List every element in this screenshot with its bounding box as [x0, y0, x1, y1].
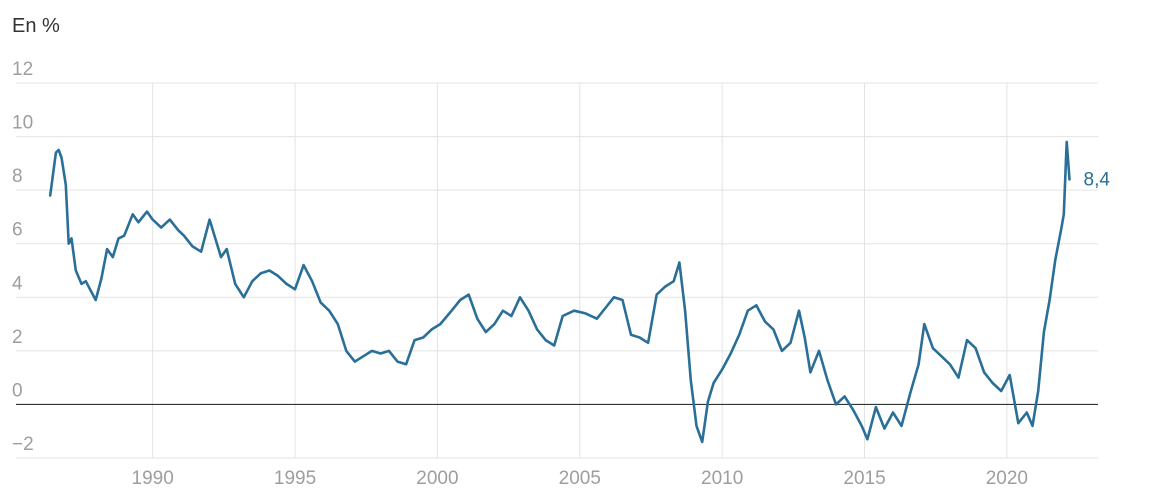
y-axis-ticks: 12 10 8 6 4 2 0 −2: [12, 59, 34, 455]
y-tick-label: 2: [12, 327, 23, 348]
last-value-label: 8,4: [1084, 169, 1111, 190]
y-tick-label: 0: [12, 380, 23, 401]
y-tick-label: 8: [12, 166, 23, 187]
x-tick-label: 2010: [701, 468, 743, 489]
x-tick-label: 2000: [416, 468, 458, 489]
inflation-series-line: [48, 140, 1071, 444]
x-tick-label: 1990: [132, 468, 174, 489]
y-tick-label: 10: [12, 113, 33, 134]
x-axis-ticks: 1990 1995 2000 2005 2010 2015 2020: [132, 468, 1028, 489]
x-tick-label: 2005: [559, 468, 601, 489]
y-axis-unit-label: En %: [12, 15, 60, 37]
x-tick-label: 2015: [843, 468, 885, 489]
y-tick-label: 6: [12, 220, 23, 241]
grid-lines: [16, 82, 1098, 459]
y-tick-label: 12: [12, 59, 33, 80]
x-tick-label: 1995: [274, 468, 316, 489]
x-tick-label: 2020: [986, 468, 1028, 489]
y-tick-label: 4: [12, 273, 23, 294]
y-tick-label: −2: [12, 434, 34, 455]
